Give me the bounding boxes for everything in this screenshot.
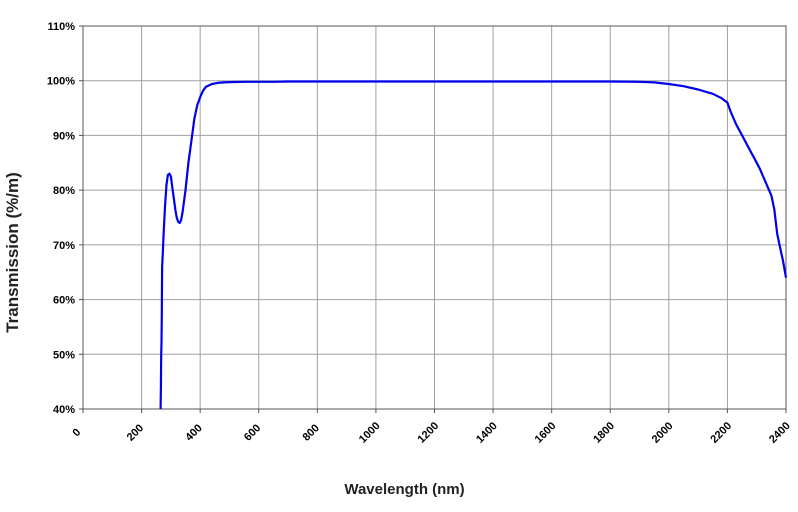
y-tick-label: 60%: [53, 295, 75, 307]
y-tick-label: 40%: [53, 404, 75, 416]
x-tick-label: 1600: [533, 420, 559, 446]
y-tick-label: 70%: [53, 240, 75, 252]
x-tick-label: 2000: [650, 420, 676, 446]
x-tick-label: 600: [242, 422, 263, 443]
x-tick-label: 1200: [415, 420, 441, 446]
x-tick-label: 0: [70, 426, 83, 439]
y-tick-label: 90%: [53, 130, 75, 142]
series-layer: [159, 80, 788, 410]
x-tick-label: 200: [125, 422, 146, 443]
x-tick-label: 1400: [474, 420, 500, 446]
y-axis-label: Transmission (%/m): [3, 172, 22, 333]
x-tick-label: 800: [300, 422, 321, 443]
y-tick-label: 80%: [53, 185, 75, 197]
y-tick-label: 50%: [53, 349, 75, 361]
x-axis-label: Wavelength (nm): [344, 481, 464, 498]
x-tick-label: 400: [183, 422, 204, 443]
y-axis-ticks: 40% 50% 60% 70% 80% 90% 100% 110%: [47, 21, 83, 416]
x-tick-label: 1000: [357, 420, 383, 446]
y-tick-label: 100%: [47, 76, 75, 88]
transmission-series-line: [159, 80, 788, 410]
x-tick-label: 1800: [591, 420, 617, 446]
x-axis-ticks: 0 200 400 600 800 1000 1200 1400 1600 1800 2000 220…: [70, 409, 793, 446]
gridlines: [82, 25, 787, 410]
x-tick-label: 2400: [767, 420, 793, 446]
y-tick-label: 110%: [47, 21, 75, 33]
x-tick-label: 2200: [708, 420, 734, 446]
